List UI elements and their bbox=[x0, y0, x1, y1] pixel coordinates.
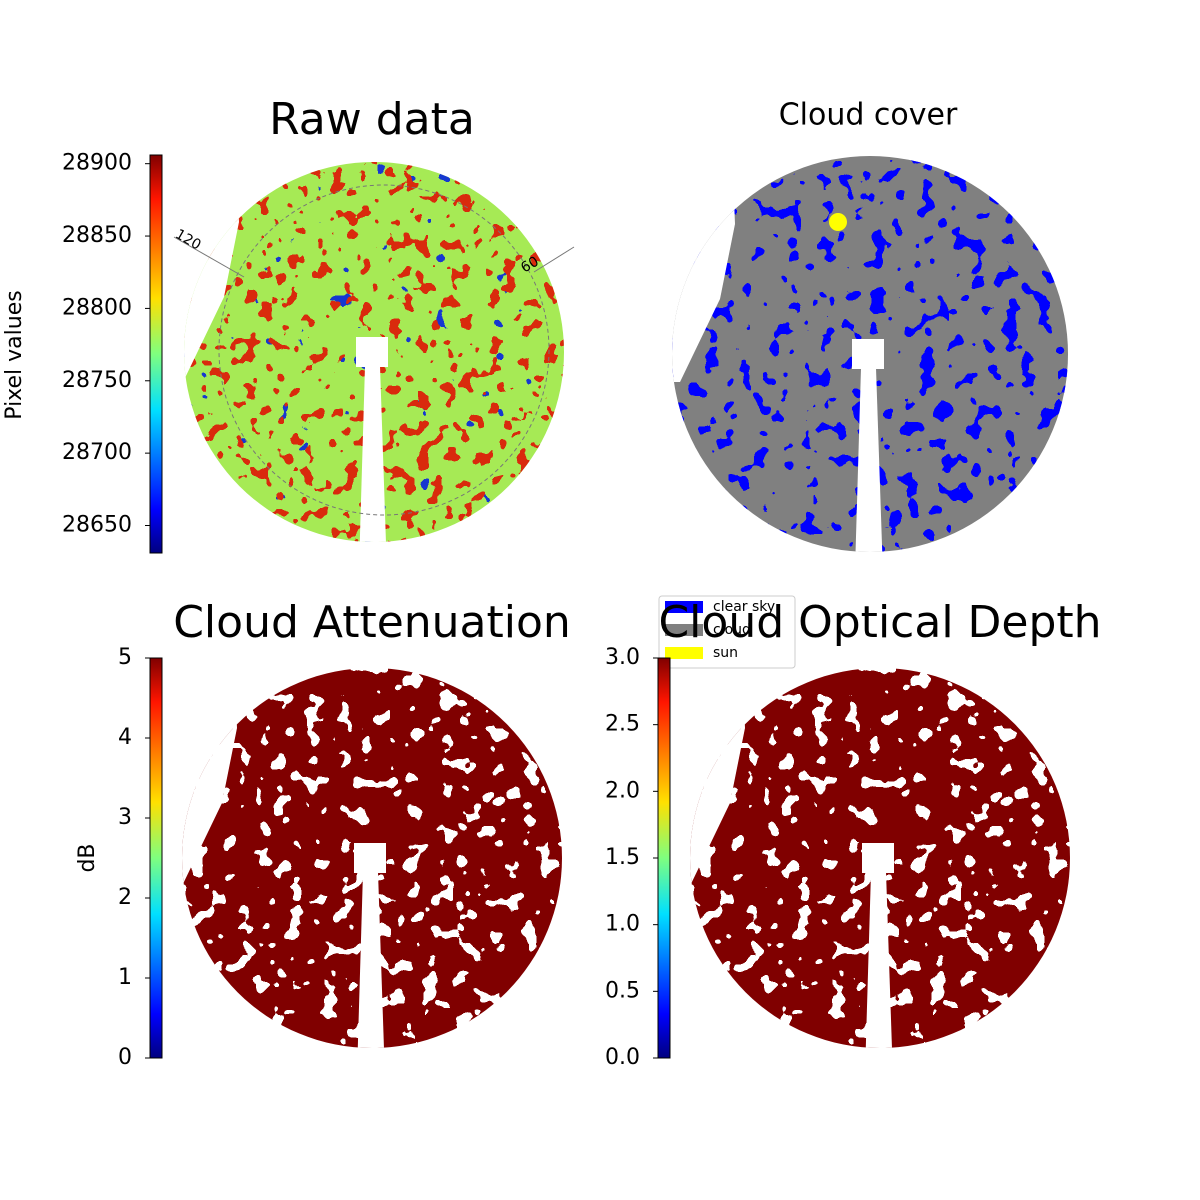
colorbar-tick-label: 4 bbox=[118, 725, 132, 750]
colorbar-tick-label: 1.5 bbox=[605, 845, 640, 870]
colorbar-tick-label: 1.0 bbox=[605, 912, 640, 937]
colorbar bbox=[149, 154, 163, 554]
legend-label: sun bbox=[713, 645, 738, 661]
colorbar-tick-label: 28750 bbox=[62, 368, 132, 393]
legend-label: clear sky bbox=[713, 599, 775, 615]
sky-image bbox=[182, 668, 562, 1048]
mask-mast-head bbox=[356, 337, 388, 367]
panel-title: Cloud Attenuation bbox=[173, 597, 571, 648]
sky-image bbox=[672, 156, 1068, 552]
colorbar-tick-label: 1 bbox=[118, 965, 132, 990]
colorbar bbox=[657, 657, 671, 1059]
panel-title: Cloud cover bbox=[779, 98, 958, 133]
colorbar-tick-label: 28900 bbox=[62, 151, 132, 176]
mask-mast bbox=[854, 368, 884, 552]
sky-image bbox=[184, 162, 564, 542]
panel-title: Cloud Optical Depth bbox=[658, 597, 1101, 648]
legend-swatch bbox=[665, 601, 703, 613]
colorbar-tick-label: 2.5 bbox=[605, 712, 640, 737]
colorbar-tick-label: 28650 bbox=[62, 513, 132, 538]
colorbar-label: Pixel values bbox=[2, 290, 27, 419]
mask-mast bbox=[358, 366, 388, 542]
mask-mast-head bbox=[354, 843, 386, 873]
legend-swatch bbox=[665, 624, 703, 636]
colorbar-tick-label: 5 bbox=[118, 645, 132, 670]
polar-spoke bbox=[173, 236, 245, 278]
colorbar-tick-label: 28700 bbox=[62, 440, 132, 465]
mask-mast-head bbox=[852, 339, 884, 369]
colorbar bbox=[149, 657, 163, 1059]
colorbar-tick-label: 28800 bbox=[62, 295, 132, 320]
mask-mast bbox=[864, 872, 894, 1048]
colorbar-tick-label: 0.5 bbox=[605, 978, 640, 1003]
legend-label: cloud bbox=[713, 622, 751, 638]
colorbar-tick-label: 2.0 bbox=[605, 778, 640, 803]
polar-spoke bbox=[533, 246, 575, 273]
polar-label: 120 bbox=[172, 226, 203, 253]
mask-mast-head bbox=[862, 843, 894, 873]
colorbar-tick-label: 0 bbox=[118, 1045, 132, 1070]
polar-grid bbox=[218, 184, 550, 516]
legend-swatch bbox=[665, 647, 703, 659]
sky-image bbox=[690, 668, 1070, 1048]
colorbar-tick-label: 0.0 bbox=[605, 1045, 640, 1070]
colorbar-tick-label: 3.0 bbox=[605, 645, 640, 670]
colorbar-tick-label: 3 bbox=[118, 805, 132, 830]
legend: clear sky cloud sun bbox=[658, 595, 796, 669]
polar-label: 60 bbox=[518, 254, 541, 277]
colorbar-tick-label: 2 bbox=[118, 885, 132, 910]
mask-mast bbox=[356, 872, 386, 1048]
sun-marker bbox=[829, 213, 847, 231]
colorbar-tick-label: 28850 bbox=[62, 223, 132, 248]
colorbar-label: dB bbox=[75, 843, 100, 872]
panel-title: Raw data bbox=[269, 94, 475, 145]
